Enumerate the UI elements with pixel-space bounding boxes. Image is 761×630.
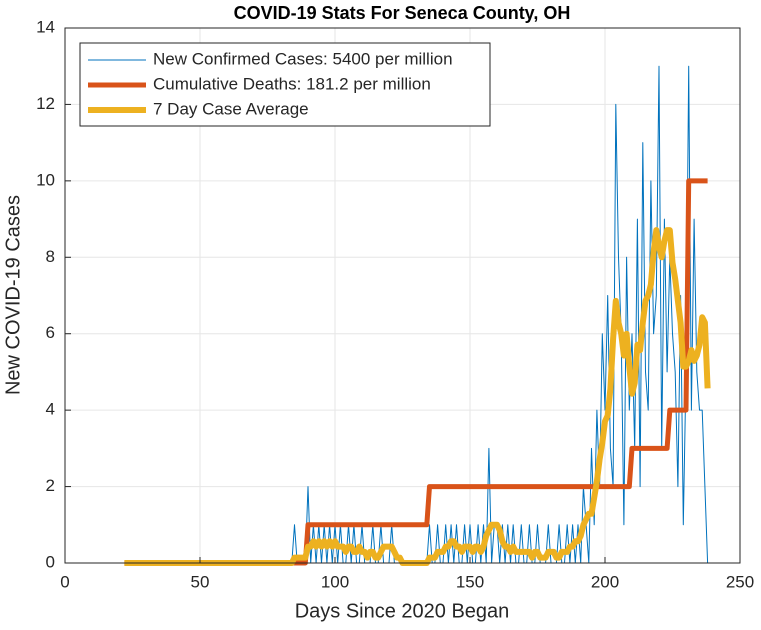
legend-box [79,42,491,127]
x-tick-label: 150 [456,572,484,591]
y-tick-label: 12 [36,94,55,113]
x-tick-label: 200 [591,572,619,591]
legend-label: 7 Day Case Average [153,99,309,118]
x-tick-label: 50 [191,572,210,591]
y-tick-label: 6 [46,323,55,342]
y-tick-label: 10 [36,170,55,189]
x-tick-label: 100 [321,572,349,591]
y-tick-label: 2 [46,476,55,495]
ticks: 0 50 100 150 200 250 0 2 4 6 8 10 12 14 [36,17,754,591]
legend: New Confirmed Cases: 5400 per million Cum… [79,42,491,127]
x-axis-label: Days Since 2020 Began [295,600,510,622]
y-tick-label: 4 [46,400,55,419]
y-tick-label: 8 [46,247,55,266]
y-tick-label: 14 [36,17,55,36]
legend-label: Cumulative Deaths: 181.2 per million [153,74,431,93]
y-tick-label: 0 [46,552,55,571]
chart-title: COVID-19 Stats For Seneca County, OH [234,3,571,23]
legend-label: New Confirmed Cases: 5400 per million [153,49,453,68]
x-tick-label: 250 [726,572,754,591]
y-axis-label: New COVID-19 Cases [2,195,24,395]
x-tick-label: 0 [60,572,69,591]
axes-box [64,27,741,564]
